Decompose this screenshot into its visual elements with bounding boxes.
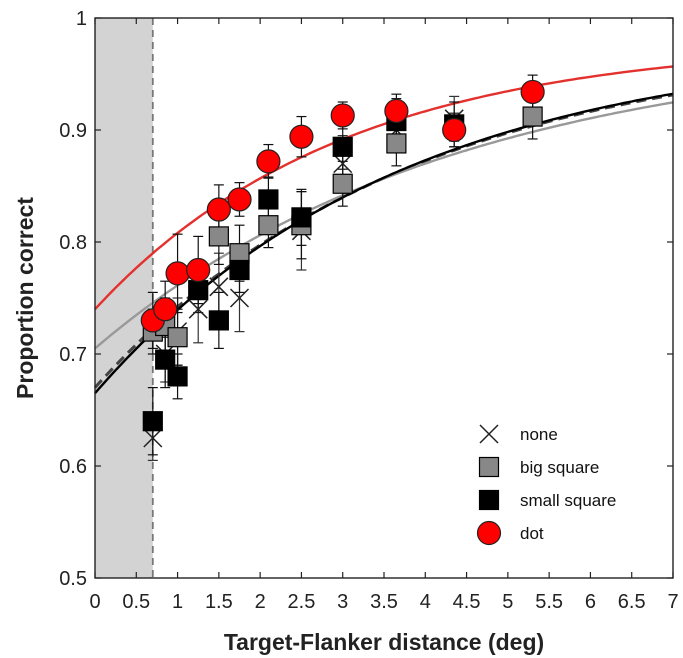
x-stroke [229,288,250,308]
fit-curve-small-square [94,92,674,394]
x-tick-label: 1 [172,591,183,613]
data-point-none [209,277,229,297]
x-stroke [209,277,229,297]
data-point-dot [289,124,314,149]
data-point-small-square [167,366,188,387]
y-tick-label: 0.9 [59,120,87,142]
legend-item-none: none [479,424,558,444]
data-point-dot [384,98,409,124]
data-point-small-square [332,136,353,157]
data-point-none [333,154,353,174]
data-markers [140,79,545,448]
shaded-region [95,18,154,578]
legend-item-big-square: big square [478,456,599,478]
y-tick-label: 0.7 [59,344,87,366]
data-point-dot [153,297,178,322]
legend-item-small-square: small square [478,489,616,511]
data-point-none [229,288,250,308]
data-point-big-square [167,327,188,348]
x-axis-label: Target-Flanker distance (deg) [224,629,544,655]
data-point-small-square [229,259,250,281]
y-tick-label: 0.6 [59,456,87,478]
legend-label: dot [520,524,544,543]
y-tick-labels: 0.5 0.6 0.7 0.8 0.9 1 [59,8,87,590]
legend-marker [478,456,500,478]
x-tick-labels: 0 0.5 1 1.5 2 2.5 3 3.5 4 4.5 5 5.5 6 6.5 7 [89,591,678,613]
data-point-none [143,428,163,448]
data-point-big-square [258,215,279,236]
x-stroke [188,299,208,319]
x-tick-label: 0.5 [122,591,150,613]
x-stroke [479,424,499,444]
x-tick-label: 5 [502,591,513,613]
data-point-dot [256,149,281,174]
legend-label: none [520,425,558,444]
data-point-dot [186,257,211,283]
data-point-dot [227,187,252,212]
data-point-dot [206,197,231,222]
data-point-big-square [229,243,250,264]
x-tick-label: 6.5 [618,591,646,613]
data-point-dot [442,117,467,143]
data-point-dot [165,261,190,286]
x-tick-label: 3 [337,591,348,613]
data-point-small-square [208,310,229,331]
fit-curve-big-square [94,101,674,350]
data-point-big-square [332,173,353,194]
data-point-big-square [386,133,407,154]
legend-marker [479,424,499,444]
legend-label: small square [520,491,616,510]
data-point-dot [330,103,355,128]
fit-curve-dot [94,65,674,311]
data-point-big-square [208,226,229,247]
legend-item-dot: dot [476,520,544,546]
y-tick-label: 0.5 [59,568,87,590]
legend-marker [478,489,500,511]
data-point-small-square [142,411,163,432]
x-tick-label: 7 [667,591,678,613]
data-point-none [188,299,208,319]
x-tick-label: 2.5 [288,591,316,613]
legend-label: big square [520,458,599,477]
y-axis-label: Proportion correct [12,197,38,399]
x-stroke [143,428,163,448]
x-tick-label: 4.5 [453,591,481,613]
legend-marker [476,520,502,546]
y-tick-label: 0.8 [59,232,87,254]
data-point-dot [520,79,545,105]
x-tick-label: 4 [420,591,431,613]
shaded-region-rect [95,18,153,578]
data-point-small-square [258,189,279,210]
x-tick-label: 2 [255,591,266,613]
data-point-big-square [522,106,543,127]
x-tick-label: 1.5 [205,591,233,613]
x-stroke [333,154,353,174]
data-point-small-square [188,280,209,301]
x-tick-label: 5.5 [535,591,563,613]
data-point-small-square [291,207,312,228]
y-tick-label: 1 [76,8,87,30]
axes [94,17,674,579]
data-point-small-square [155,349,176,370]
x-tick-label: 0 [89,591,100,613]
x-tick-label: 6 [585,591,596,613]
legend: none big square small square dot [476,424,616,546]
x-tick-label: 3.5 [370,591,398,613]
